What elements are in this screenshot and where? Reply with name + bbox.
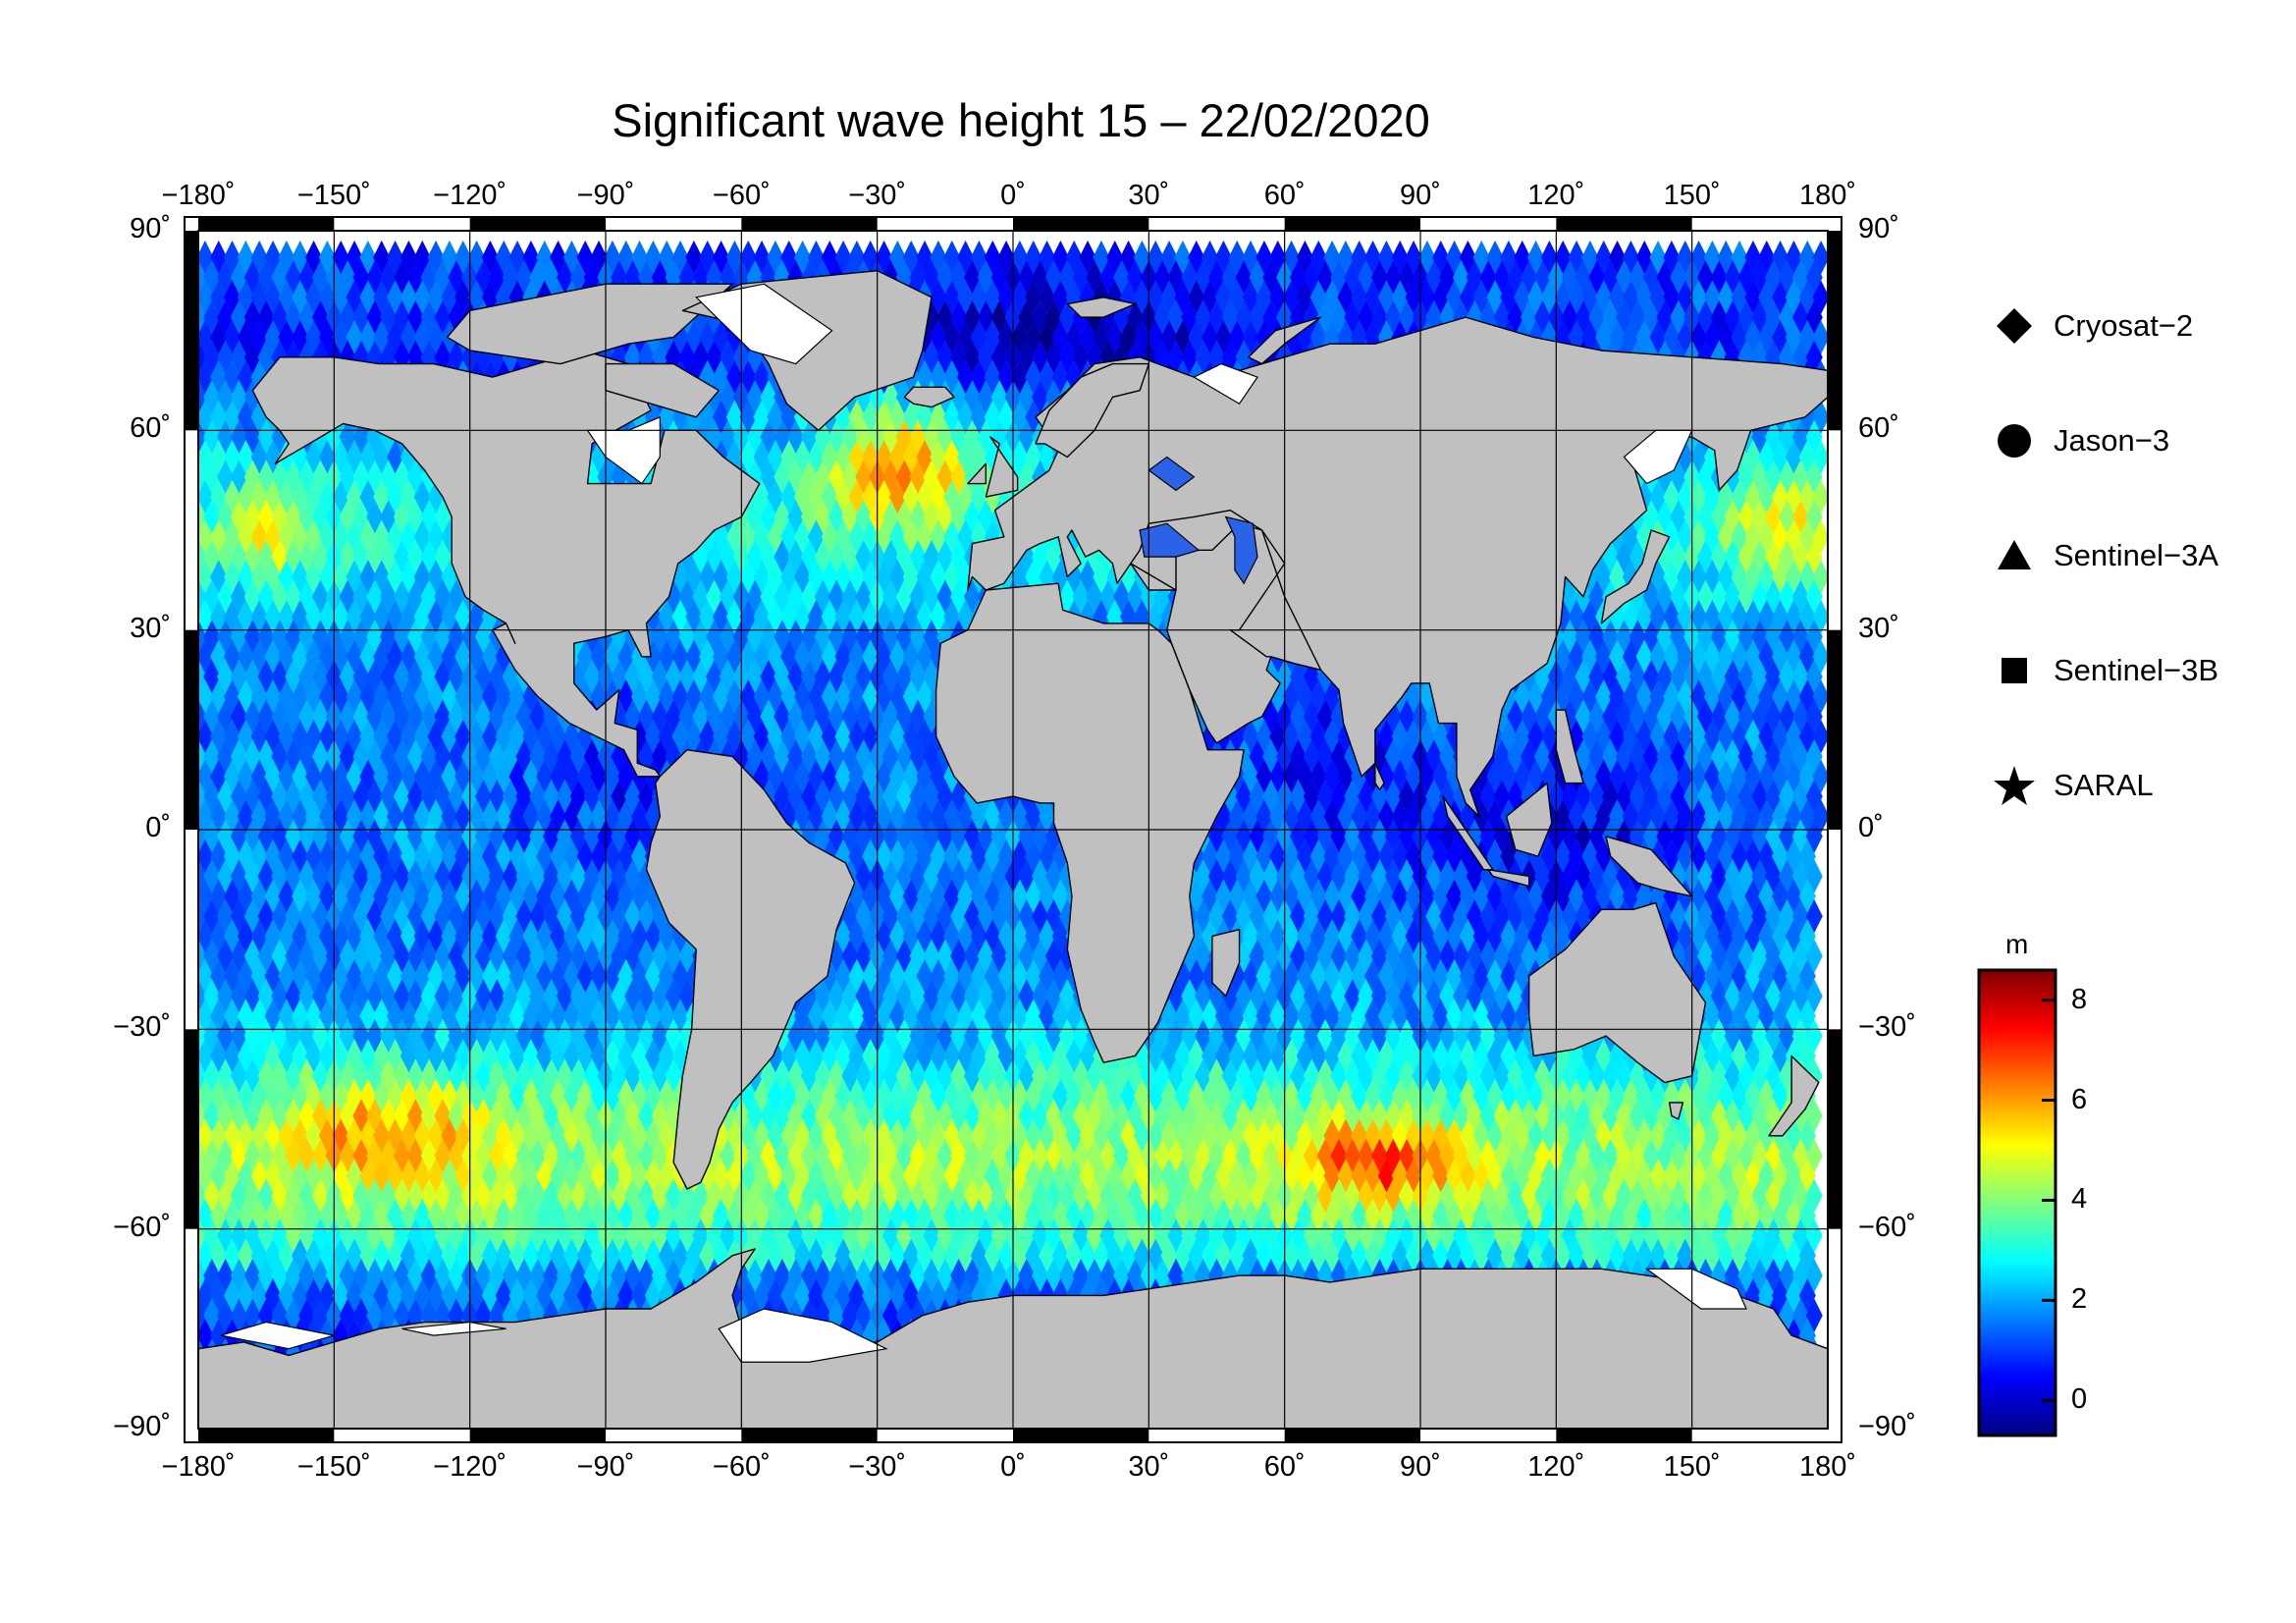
chart-title: Significant wave height 15 – 22/02/2020 <box>612 94 1430 146</box>
colorbar-unit: m <box>2005 929 2029 959</box>
latitude-tick-label: −30˚ <box>113 1011 171 1044</box>
longitude-tick-label: −90˚ <box>576 180 635 211</box>
longitude-tick-label: 150˚ <box>1663 1451 1721 1483</box>
latitude-tick-label: 30˚ <box>130 612 171 644</box>
colorbar-tick-label: 8 <box>2071 983 2088 1015</box>
latitude-tick-label: −60˚ <box>1858 1211 1916 1243</box>
longitude-tick-label: 30˚ <box>1128 180 1170 211</box>
colorbar-tick-label: 0 <box>2071 1383 2088 1416</box>
longitude-tick-label: 180˚ <box>1798 180 1857 211</box>
longitude-tick-label: −150˚ <box>296 1451 371 1483</box>
longitude-tick-label: −90˚ <box>576 1451 635 1483</box>
latitude-tick-label: 90˚ <box>1858 213 1899 244</box>
longitude-tick-label: −60˚ <box>712 180 771 211</box>
longitude-tick-label: −120˚ <box>433 1451 507 1483</box>
longitude-tick-label: 90˚ <box>1400 1451 1441 1483</box>
colorbar-gradient <box>1977 968 2057 1437</box>
legend-item-jason: Jason−3 <box>1993 416 2169 465</box>
latitude-tick-label: −60˚ <box>113 1211 171 1243</box>
longitude-tick-label: −120˚ <box>433 180 507 211</box>
square-icon <box>1993 649 2036 692</box>
longitude-tick-label: 90˚ <box>1400 180 1441 211</box>
latitude-tick-label: 30˚ <box>1858 612 1899 644</box>
longitude-tick-label: 150˚ <box>1663 180 1721 211</box>
latitude-tick-label: 0˚ <box>145 812 171 843</box>
latitude-tick-label: −30˚ <box>1858 1011 1916 1044</box>
legend-item-saral: SARAL <box>1993 761 2154 810</box>
latitude-tick-label: 60˚ <box>1858 412 1899 445</box>
longitude-tick-label: −60˚ <box>712 1451 771 1483</box>
longitude-tick-label: −30˚ <box>848 180 907 211</box>
longitude-tick-label: 0˚ <box>1000 1451 1026 1483</box>
colorbar <box>1977 968 2057 1437</box>
longitude-tick-label: 0˚ <box>1000 180 1026 211</box>
latitude-tick-label: 60˚ <box>130 412 171 445</box>
longitude-tick-label: 120˚ <box>1527 180 1585 211</box>
legend-item-sentinel3b: Sentinel−3B <box>1993 646 2218 695</box>
colorbar-tick-label: 4 <box>2071 1183 2088 1216</box>
longitude-tick-label: 120˚ <box>1527 1451 1585 1483</box>
longitude-tick-label: 30˚ <box>1128 1451 1170 1483</box>
longitude-tick-label: −150˚ <box>296 180 371 211</box>
map-frame <box>184 216 1842 1443</box>
diamond-icon <box>1993 304 2036 348</box>
longitude-tick-label: 60˚ <box>1263 1451 1306 1483</box>
longitude-tick-label: 60˚ <box>1263 180 1306 211</box>
longitude-tick-label: −180˚ <box>161 1451 236 1483</box>
longitude-tick-label: −30˚ <box>848 1451 907 1483</box>
latitude-tick-label: 90˚ <box>130 213 171 244</box>
longitude-tick-label: 180˚ <box>1798 1451 1857 1483</box>
legend-item-cryosat: Cryosat−2 <box>1993 301 2193 351</box>
longitude-tick-label: −180˚ <box>161 180 236 211</box>
latitude-tick-label: −90˚ <box>1858 1411 1916 1442</box>
star-icon <box>1993 764 2036 807</box>
legend-item-sentinel3a: Sentinel−3A <box>1993 531 2218 580</box>
graticule <box>198 231 1828 1429</box>
colorbar-tick-label: 2 <box>2071 1283 2088 1316</box>
latitude-tick-label: 0˚ <box>1858 812 1884 843</box>
triangle-icon <box>1993 534 2036 577</box>
latitude-tick-label: −90˚ <box>113 1411 171 1442</box>
colorbar-tick-label: 6 <box>2071 1083 2088 1115</box>
circle-icon <box>1993 419 2036 462</box>
